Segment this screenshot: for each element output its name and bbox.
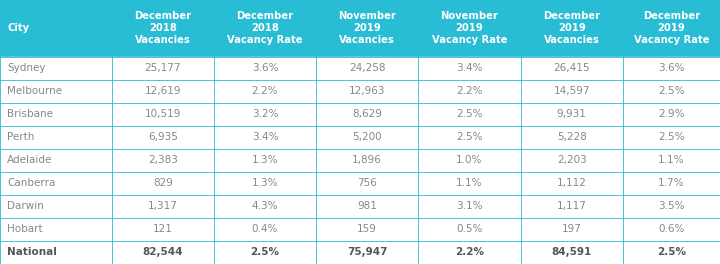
Text: 2.2%: 2.2% [456,86,482,96]
Bar [0,172,720,195]
Text: 0.6%: 0.6% [658,224,685,234]
Text: 3.6%: 3.6% [658,63,685,73]
Text: 1,117: 1,117 [557,201,587,211]
Text: 3.4%: 3.4% [252,132,278,142]
Text: 2.2%: 2.2% [252,86,278,96]
Text: 12,619: 12,619 [145,86,181,96]
Text: December
2019
Vacancies: December 2019 Vacancies [543,11,600,45]
Text: 75,947: 75,947 [347,247,387,257]
Text: 2.5%: 2.5% [657,247,686,257]
Bar [112,0,214,57]
Text: December
2019
Vacancy Rate: December 2019 Vacancy Rate [634,11,709,45]
Text: Perth: Perth [7,132,35,142]
Text: 1.3%: 1.3% [252,178,278,188]
Text: 26,415: 26,415 [554,63,590,73]
Text: 24,258: 24,258 [349,63,385,73]
Text: 10,519: 10,519 [145,109,181,119]
Text: 1,317: 1,317 [148,201,178,211]
Text: Canberra: Canberra [7,178,55,188]
Text: 2,203: 2,203 [557,155,587,165]
Text: December
2018
Vacancies: December 2018 Vacancies [134,11,192,45]
Text: 829: 829 [153,178,173,188]
Text: 12,963: 12,963 [349,86,385,96]
Text: November
2019
Vacancies: November 2019 Vacancies [338,11,396,45]
Bar [0,241,720,264]
Text: 2.5%: 2.5% [456,109,482,119]
Text: 5,200: 5,200 [352,132,382,142]
Text: Hobart: Hobart [7,224,42,234]
Text: 0.5%: 0.5% [456,224,482,234]
Bar [316,0,418,57]
Text: 25,177: 25,177 [145,63,181,73]
Text: 1.0%: 1.0% [456,155,482,165]
Text: 1.1%: 1.1% [456,178,482,188]
Text: 3.2%: 3.2% [252,109,278,119]
Text: 3.6%: 3.6% [252,63,278,73]
Text: 2.5%: 2.5% [658,132,685,142]
Text: 14,597: 14,597 [554,86,590,96]
Bar [0,126,720,149]
Text: 121: 121 [153,224,173,234]
Text: City: City [7,23,30,33]
Text: Darwin: Darwin [7,201,44,211]
Text: 0.4%: 0.4% [252,224,278,234]
Text: 3.4%: 3.4% [456,63,482,73]
Text: National: National [7,247,57,257]
Text: December
2018
Vacancy Rate: December 2018 Vacancy Rate [228,11,302,45]
Bar [0,80,720,103]
Text: 2.5%: 2.5% [658,86,685,96]
Text: 1,896: 1,896 [352,155,382,165]
Text: 981: 981 [357,201,377,211]
Text: 3.5%: 3.5% [658,201,685,211]
Text: 1.1%: 1.1% [658,155,685,165]
Text: 2.5%: 2.5% [251,247,279,257]
Bar [0,57,720,80]
Text: 4.3%: 4.3% [252,201,278,211]
Text: 2.9%: 2.9% [658,109,685,119]
Text: 6,935: 6,935 [148,132,178,142]
Text: 3.1%: 3.1% [456,201,482,211]
Bar [0,0,112,57]
Text: November
2019
Vacancy Rate: November 2019 Vacancy Rate [432,11,507,45]
Text: 1.3%: 1.3% [252,155,278,165]
Text: 2,383: 2,383 [148,155,178,165]
Text: 9,931: 9,931 [557,109,587,119]
Bar [623,0,720,57]
Text: 2.2%: 2.2% [455,247,484,257]
Text: 1.7%: 1.7% [658,178,685,188]
Text: 8,629: 8,629 [352,109,382,119]
Text: 1,112: 1,112 [557,178,587,188]
Text: 2.5%: 2.5% [456,132,482,142]
Bar [214,0,316,57]
Bar [418,0,521,57]
Bar [0,195,720,218]
Text: 5,228: 5,228 [557,132,587,142]
Text: Sydney: Sydney [7,63,45,73]
Bar [0,149,720,172]
Bar [0,103,720,126]
Text: 197: 197 [562,224,582,234]
Text: 84,591: 84,591 [552,247,592,257]
Text: 159: 159 [357,224,377,234]
Bar [521,0,623,57]
Bar [0,218,720,241]
Text: Brisbane: Brisbane [7,109,53,119]
Text: 82,544: 82,544 [143,247,183,257]
Text: 756: 756 [357,178,377,188]
Text: Adelaide: Adelaide [7,155,53,165]
Text: Melbourne: Melbourne [7,86,63,96]
